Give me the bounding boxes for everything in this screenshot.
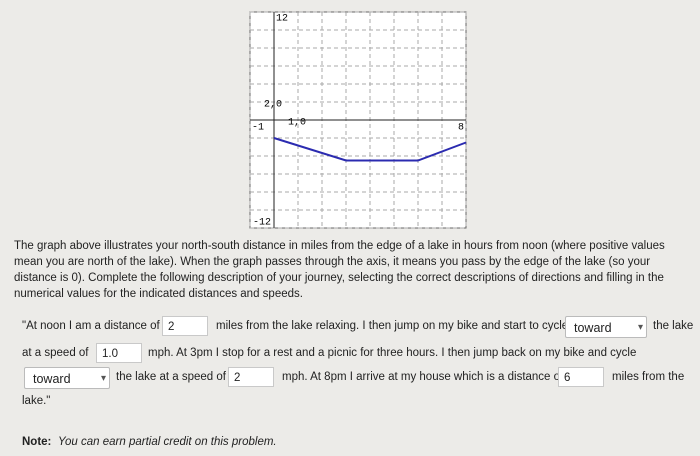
x-tick-label: 8 bbox=[458, 123, 464, 134]
answer-input[interactable]: 1.0 bbox=[96, 343, 142, 363]
x-tick-label: -1 bbox=[252, 123, 264, 134]
answer-input[interactable]: 2 bbox=[228, 367, 274, 387]
text: mph. At 3pm I stop for a rest and a picn… bbox=[148, 347, 637, 359]
direction-select[interactable]: toward bbox=[565, 316, 647, 339]
note: You can earn partial credit on this prob… bbox=[58, 436, 277, 448]
text: the lake at a speed of bbox=[116, 371, 226, 383]
y-tick-label: -12 bbox=[253, 218, 271, 229]
text: miles from the bbox=[612, 371, 685, 383]
point-label: 2,0 bbox=[264, 100, 282, 111]
direction-select[interactable]: toward bbox=[24, 367, 110, 390]
text: miles from the lake relaxing. I then jum… bbox=[216, 320, 569, 332]
text: mph. At 8pm I arrive at my house which i… bbox=[282, 371, 564, 383]
answer-input[interactable]: 2 bbox=[162, 316, 208, 336]
text: the lake bbox=[653, 320, 694, 332]
text: at a speed of bbox=[22, 347, 89, 359]
point-label: 1,0 bbox=[288, 118, 306, 129]
text: lake." bbox=[22, 395, 51, 407]
graph: 12 -12 -1 8 2,0 1,0 bbox=[249, 11, 467, 229]
distance-line bbox=[273, 137, 467, 162]
problem-description: The graph above illustrates your north-s… bbox=[14, 240, 665, 300]
y-tick-label: 12 bbox=[276, 14, 288, 25]
text: "At noon I am a distance of bbox=[22, 320, 160, 332]
answer-input[interactable]: 6 bbox=[558, 367, 604, 387]
note-label: Note: bbox=[22, 436, 52, 448]
